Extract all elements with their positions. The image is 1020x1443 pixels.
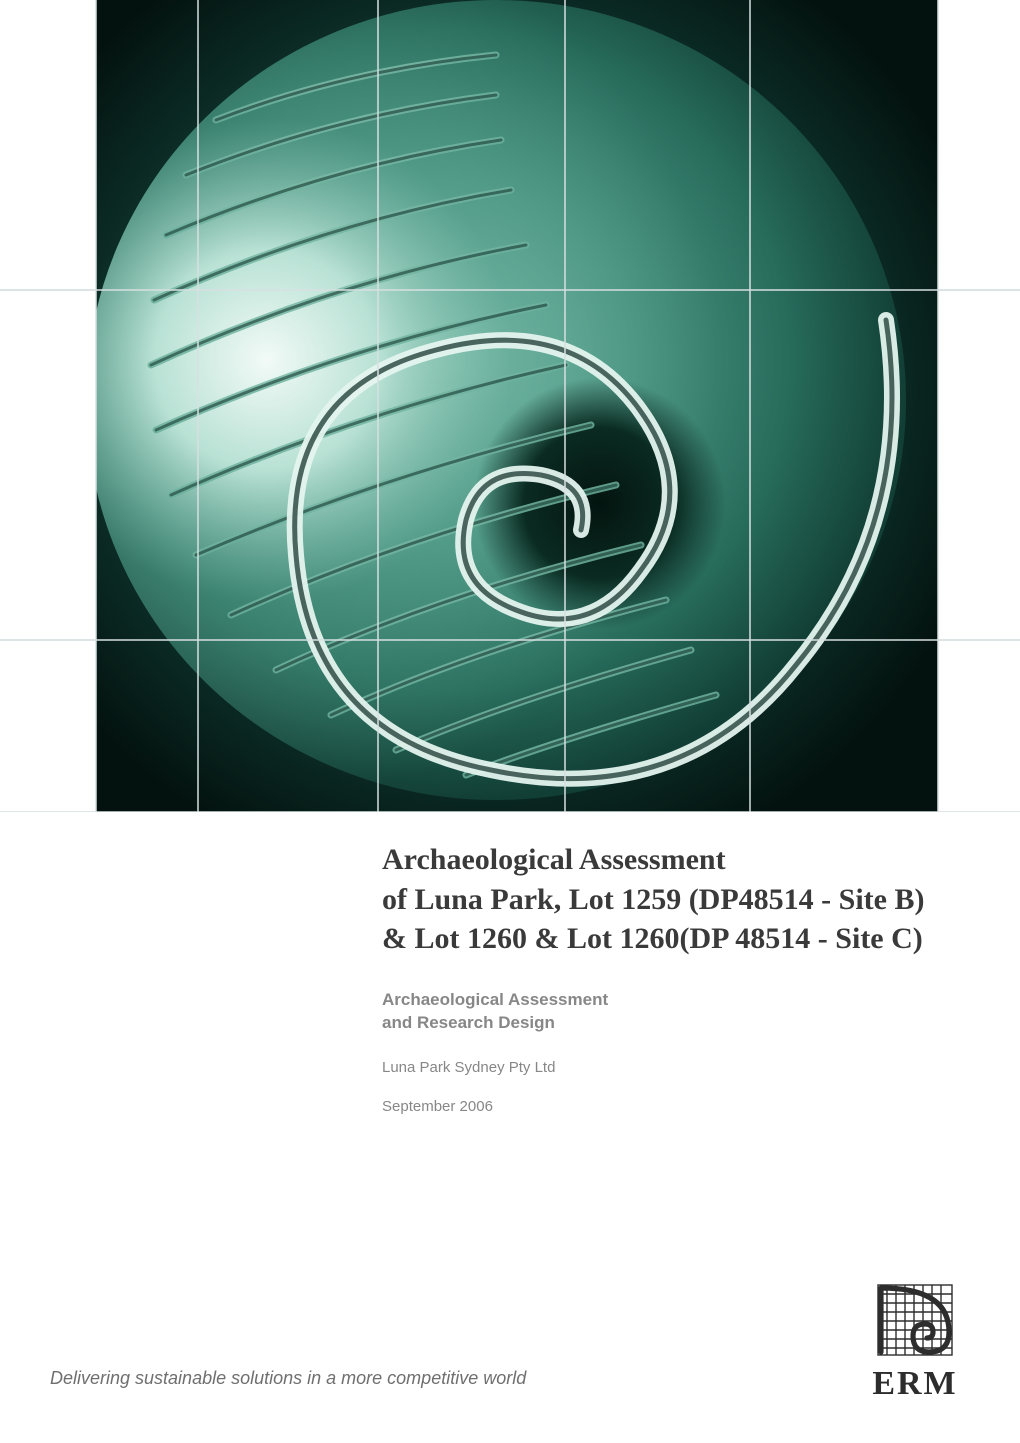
client-name: Luna Park Sydney Pty Ltd	[382, 1057, 972, 1078]
hero-area	[0, 0, 1020, 812]
report-subtitle: Archaeological Assessment and Research D…	[382, 989, 972, 1035]
subtitle-line: and Research Design	[382, 1013, 555, 1032]
report-title: Archaeological Assessment of Luna Park, …	[382, 840, 972, 959]
footer-tagline: Delivering sustainable solutions in a mo…	[50, 1368, 526, 1389]
report-cover-page: Archaeological Assessment of Luna Park, …	[0, 0, 1020, 1443]
erm-logo-icon	[875, 1282, 955, 1358]
hero-image-nautilus	[96, 0, 938, 812]
cover-text-block: Archaeological Assessment of Luna Park, …	[382, 840, 972, 1117]
erm-logo-text: ERM	[860, 1365, 970, 1403]
report-date: September 2006	[382, 1096, 972, 1117]
footer: Delivering sustainable solutions in a mo…	[0, 1293, 1020, 1403]
erm-logo: ERM	[860, 1282, 970, 1403]
title-line: Archaeological Assessment	[382, 843, 726, 876]
title-line: & Lot 1260 & Lot 1260(DP 48514 - Site C)	[382, 922, 923, 955]
subtitle-line: Archaeological Assessment	[382, 990, 608, 1009]
title-line: of Luna Park, Lot 1259 (DP48514 - Site B…	[382, 883, 925, 916]
